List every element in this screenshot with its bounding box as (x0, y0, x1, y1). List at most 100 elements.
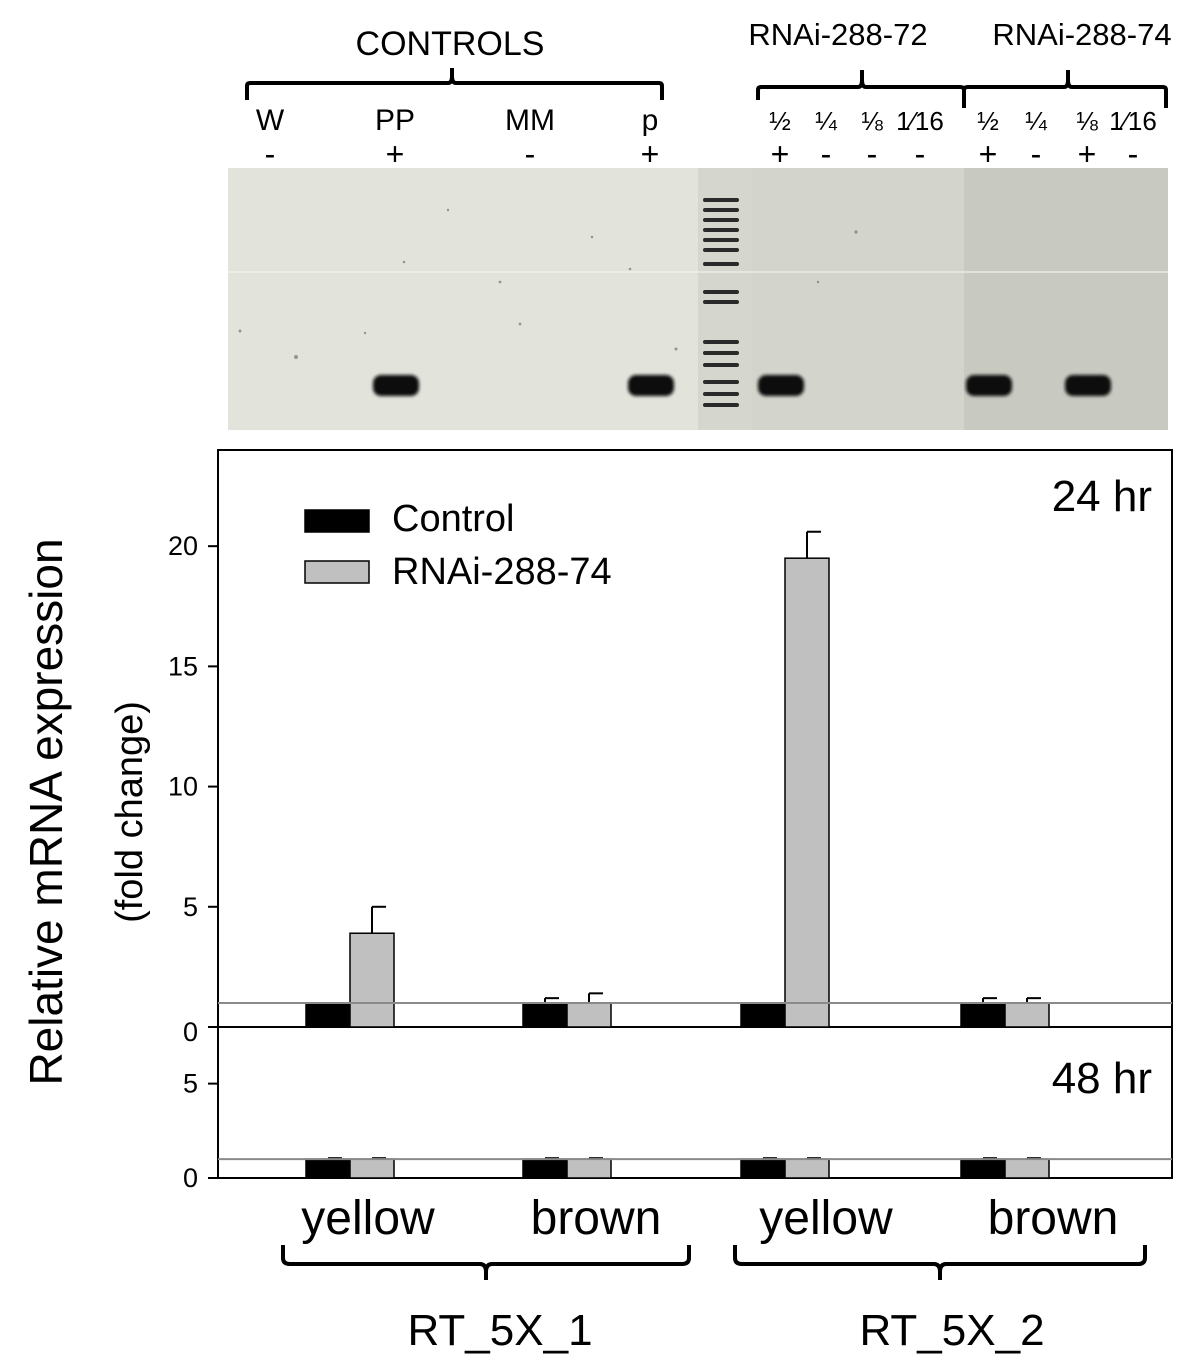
controls-bracket (245, 68, 664, 100)
gel-band (966, 375, 1012, 396)
ladder-rung (703, 340, 739, 344)
lane-result: + (386, 136, 405, 172)
lane-label: ⅛ (1076, 106, 1098, 136)
gel-band (373, 375, 419, 396)
gel-bands (373, 375, 1111, 396)
bar (1004, 1158, 1050, 1179)
legend-label-control: Control (392, 498, 515, 540)
controls-label: CONTROLS (356, 25, 545, 63)
bar (740, 1002, 786, 1028)
lane-result: + (979, 136, 998, 172)
legend: Control RNAi-288-74 (304, 498, 612, 593)
lane-result: - (867, 136, 878, 172)
bars-24hr (305, 530, 1050, 1028)
panel-label-24hr: 24 hr (1052, 472, 1152, 521)
bar (960, 1158, 1006, 1179)
y-tick-label: 0 (183, 1163, 198, 1193)
ladder-rung (703, 228, 739, 232)
ladder-rung (703, 290, 739, 294)
y-ticks-24hr: 0 5 10 15 20 (168, 531, 218, 1047)
bar-chart: Relative mRNA expression (fold change) 2… (20, 449, 1173, 1355)
lane-result: - (525, 136, 536, 172)
lane-result: - (265, 136, 276, 172)
bar (305, 1002, 351, 1028)
legend-swatch-control (304, 509, 370, 533)
y-tick-label: 0 (183, 1017, 198, 1047)
bar (960, 1002, 1006, 1028)
bar (740, 1158, 786, 1179)
panel-label-48hr: 48 hr (1052, 1054, 1152, 1103)
lane-label: ½ (977, 106, 999, 136)
lane-result: + (641, 136, 660, 172)
bar (1004, 1002, 1050, 1028)
gel-image-ladder (698, 168, 752, 430)
ladder-rung (703, 208, 739, 212)
ladder-rung (703, 198, 739, 202)
ladder-rung (703, 262, 739, 266)
lane-result: - (1128, 136, 1139, 172)
lane-label: W (256, 104, 285, 137)
y-tick-label: 5 (183, 892, 198, 922)
x-category-label: brown (531, 1192, 662, 1245)
gel-panel: CONTROLS RNAi-288-72 RNAi-288-74 W-PP+MM… (228, 17, 1172, 430)
group-72-label: RNAi-288-72 (748, 17, 927, 52)
plot-frame (217, 449, 1173, 1179)
bar (522, 1158, 568, 1179)
x-category-labels: yellow brown yellow brown (301, 1192, 1118, 1245)
x-category-label: yellow (301, 1192, 435, 1245)
bar (305, 1158, 351, 1179)
y-tick-label: 20 (168, 531, 198, 561)
y-tick-label: 5 (183, 1069, 198, 1099)
group-74-label: RNAi-288-74 (992, 17, 1171, 52)
group-label-rt-5x-2: RT_5X_2 (859, 1306, 1044, 1355)
lane-label: 1⁄16 (1109, 106, 1157, 136)
group-bracket-rt-5x-2 (733, 1245, 1147, 1280)
legend-label-rnai: RNAi-288-74 (392, 551, 612, 593)
lane-label: PP (375, 104, 415, 137)
ladder-rung (703, 238, 739, 242)
lane-label: 1⁄16 (896, 106, 944, 136)
lane-label: ⅛ (861, 106, 883, 136)
lane-label: MM (505, 104, 555, 137)
legend-swatch-rnai (304, 560, 370, 584)
ladder-rung (703, 351, 739, 355)
y-axis-title-line1: Relative mRNA expression (20, 538, 72, 1085)
lane-result: - (821, 136, 832, 172)
x-category-label: brown (988, 1192, 1119, 1245)
lane-result: + (771, 136, 790, 172)
lane-result: - (915, 136, 926, 172)
group-label-rt-5x-1: RT_5X_1 (407, 1306, 592, 1355)
lane-label: ¼ (1025, 106, 1047, 136)
dna-ladder (703, 198, 739, 407)
lane-label: ¼ (815, 106, 837, 136)
bar (349, 932, 395, 1028)
group-72-bracket (756, 70, 966, 108)
ladder-rung (703, 363, 739, 367)
bars-48hr (305, 1157, 1050, 1179)
ladder-rung (703, 392, 739, 396)
bar (566, 1002, 612, 1028)
ladder-rung (703, 248, 739, 252)
lane-label: p (642, 104, 659, 137)
bar (566, 1158, 612, 1179)
bar (349, 1158, 395, 1179)
y-axis-title-line2: (fold change) (109, 701, 151, 923)
lane-labels: W-PP+MM-p+½+¼-⅛-1⁄16-½+¼-⅛+1⁄16- (256, 104, 1157, 172)
bar (522, 1002, 568, 1028)
bar (784, 1158, 830, 1179)
ladder-rung (703, 380, 739, 384)
gel-speckles (238, 208, 858, 359)
ladder-rung (703, 218, 739, 222)
group-bracket-rt-5x-1 (281, 1245, 691, 1280)
y-ticks-48hr: 05 (183, 1069, 218, 1193)
ladder-rung (703, 403, 739, 407)
y-tick-label: 10 (168, 772, 198, 802)
x-category-label: yellow (759, 1192, 893, 1245)
gel-band (628, 375, 674, 396)
gel-image-controls (228, 168, 698, 430)
gel-band (758, 375, 804, 396)
lane-result: - (1031, 136, 1042, 172)
y-tick-label: 15 (168, 651, 198, 681)
gel-band (1065, 375, 1111, 396)
